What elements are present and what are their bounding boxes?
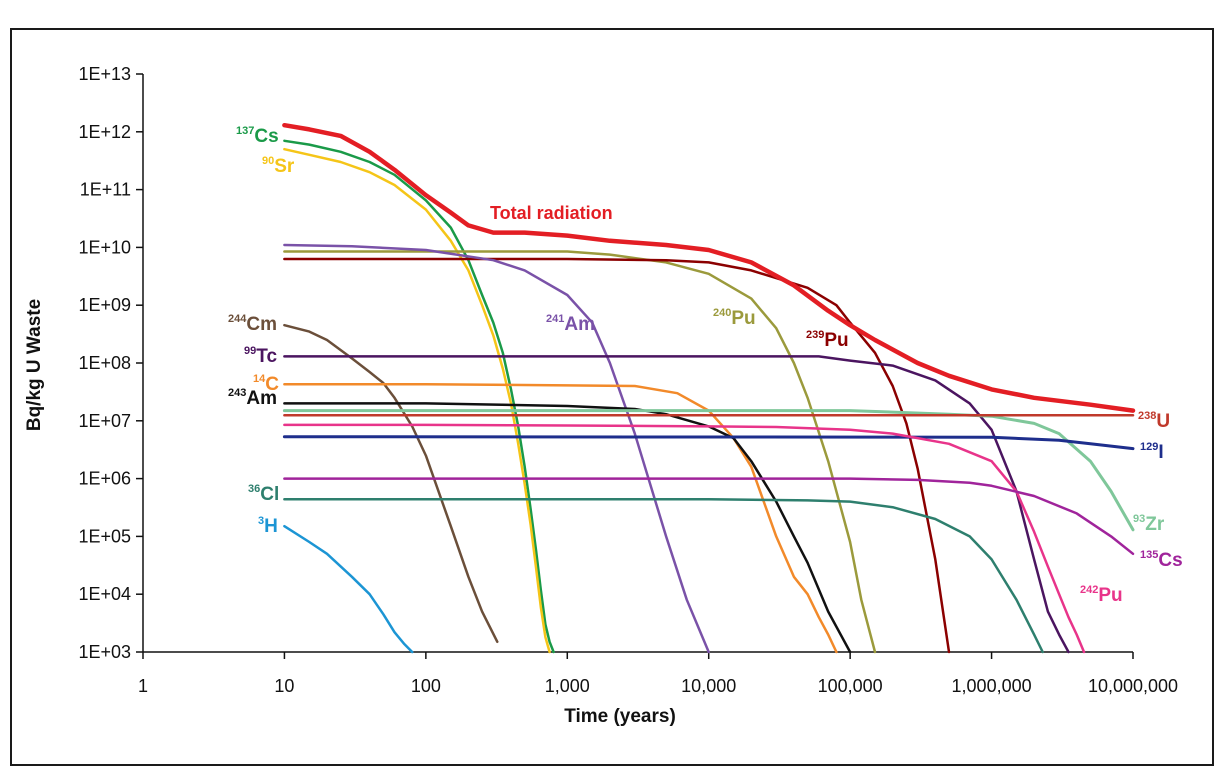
isotope-symbol: Pu	[1098, 585, 1122, 606]
series-label-zr-93: 93Zr	[1133, 513, 1165, 535]
x-tick-label: 10,000,000	[1088, 676, 1178, 696]
x-tick-label: 1,000,000	[952, 676, 1032, 696]
isotope-mass-number: 129	[1140, 441, 1158, 453]
y-tick-label: 1E+09	[78, 295, 131, 315]
series-line-sr-90	[283, 147, 551, 654]
isotope-mass-number: 135	[1140, 549, 1158, 561]
isotope-mass-number: 242	[1080, 584, 1098, 596]
isotope-symbol: Cs	[254, 126, 278, 147]
isotope-symbol: U	[1156, 411, 1170, 432]
isotope-symbol: Cl	[260, 484, 279, 505]
series-label-sr-90: 90Sr	[262, 155, 295, 177]
isotope-symbol: Cm	[246, 314, 277, 335]
isotope-mass-number: 14	[253, 373, 266, 385]
isotope-mass-number: 99	[244, 345, 256, 357]
series-line-total-radiation	[282, 122, 1136, 413]
isotope-symbol: I	[1158, 442, 1163, 463]
series-label-tc-99: 99Tc	[244, 345, 277, 367]
isotope-symbol: Sr	[274, 156, 295, 177]
isotope-mass-number: 238	[1138, 410, 1156, 422]
series-line-pu-240	[283, 250, 877, 654]
series-label-am-243: 243Am	[228, 387, 277, 409]
series-line-i-129	[282, 435, 1135, 451]
isotope-symbol: C	[265, 374, 279, 395]
isotope-mass-number: 36	[248, 483, 260, 495]
series-line-c-14	[283, 382, 838, 654]
isotope-mass-number: 240	[713, 307, 731, 319]
isotope-mass-number: 244	[228, 313, 247, 325]
series-label-cl-36: 36Cl	[248, 483, 279, 505]
series-label-pu-242: 242Pu	[1080, 584, 1123, 606]
isotope-mass-number: 3	[258, 515, 264, 527]
x-tick-label: 1,000	[545, 676, 590, 696]
isotope-mass-number: 137	[236, 125, 254, 137]
isotope-mass-number: 239	[806, 329, 824, 341]
x-tick-label: 10	[274, 676, 294, 696]
series-label-am-241: 241Am	[546, 313, 595, 335]
y-tick-label: 1E+10	[78, 237, 131, 257]
y-tick-label: 1E+07	[78, 411, 131, 431]
series-line-zr-93	[282, 409, 1135, 532]
isotope-symbol: Am	[246, 388, 277, 409]
y-tick-label: 1E+06	[78, 469, 131, 489]
y-tick-label: 1E+05	[78, 526, 131, 546]
chart-frame	[10, 28, 1214, 766]
axes: 1E+03 1E+04 1E+05 1E+06 1E+07 1E+08 1E+09 1E+10…	[78, 64, 1178, 696]
series-line-cs-137	[283, 139, 555, 654]
series-line-pu-242	[283, 423, 1086, 654]
isotope-mass-number: 243	[228, 387, 246, 399]
y-tick-label: 1E+04	[78, 584, 131, 604]
isotope-symbol: H	[264, 516, 278, 537]
series-label-cm-244: 244Cm	[228, 313, 277, 335]
series-line-h-3	[283, 524, 414, 654]
isotope-symbol: Cs	[1158, 550, 1182, 571]
series-label-cs-135: 135Cs	[1140, 549, 1183, 571]
isotope-mass-number: 93	[1133, 513, 1145, 525]
x-tick-label: 100,000	[818, 676, 883, 696]
series-label-u-238: 238U	[1138, 410, 1170, 432]
series-line-tc-99	[283, 355, 1070, 654]
series-label-total-radiation: Total radiation	[490, 203, 613, 223]
series-label-h-3: 3H	[258, 515, 278, 537]
isotope-symbol: Zr	[1145, 514, 1165, 535]
series-label-cs-137: 137Cs	[236, 125, 279, 147]
x-tick-label: 100	[411, 676, 441, 696]
series-line-am-241	[283, 243, 710, 654]
isotope-mass-number: 241	[546, 313, 564, 325]
series-lines	[282, 122, 1136, 654]
isotope-symbol: Tc	[256, 346, 277, 367]
isotope-symbol: Pu	[824, 330, 848, 351]
x-tick-label: 1	[138, 676, 148, 696]
y-tick-label: 1E+13	[78, 64, 131, 84]
x-tick-label: 10,000	[681, 676, 736, 696]
series-label-i-129: 129I	[1140, 441, 1164, 463]
isotope-symbol: Pu	[731, 308, 755, 329]
series-label-pu-240: 240Pu	[713, 307, 756, 329]
series-label-c-14: 14C	[253, 373, 279, 395]
series-line-cs-135	[283, 477, 1135, 556]
y-tick-label: 1E+03	[78, 642, 131, 662]
isotope-mass-number: 90	[262, 155, 274, 167]
series-line-cl-36	[283, 497, 1044, 654]
x-axis-title: Time (years)	[564, 706, 676, 727]
series-label-pu-239: 239Pu	[806, 329, 849, 351]
series-line-am-243	[283, 402, 852, 654]
y-tick-label: 1E+08	[78, 353, 131, 373]
y-axis-title: Bq/kg U Waste	[24, 299, 45, 431]
y-tick-label: 1E+12	[78, 122, 131, 142]
series-line-pu-239	[283, 257, 951, 654]
series-labels: Total radiation137Cs90Sr240Pu239Pu241Am2…	[228, 125, 1183, 606]
series-line-cm-244	[283, 323, 499, 644]
y-tick-label: 1E+11	[80, 180, 131, 200]
isotope-symbol: Am	[564, 314, 595, 335]
